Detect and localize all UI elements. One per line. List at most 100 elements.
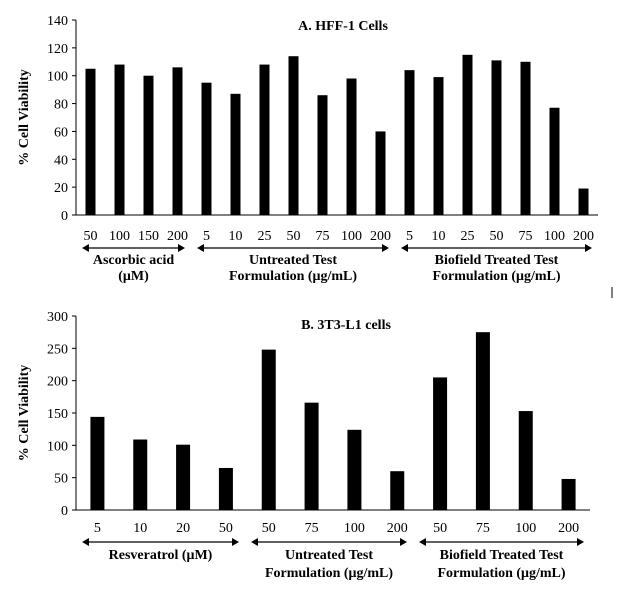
x-tick-label: 5 xyxy=(94,521,101,536)
arrowhead-right-icon xyxy=(178,244,185,252)
x-tick-label: 200 xyxy=(573,229,594,244)
bar xyxy=(85,68,96,215)
bar xyxy=(462,54,473,216)
arrowhead-left-icon xyxy=(401,244,408,252)
x-tick-label: 50 xyxy=(490,229,504,244)
x-tick-label: 75 xyxy=(305,521,319,536)
y-tick-label: 80 xyxy=(54,98,68,113)
bar xyxy=(346,78,357,215)
y-axis-label: % Cell Viability xyxy=(17,69,32,165)
arrowhead-right-icon xyxy=(382,244,389,252)
x-tick-label: 100 xyxy=(109,229,130,244)
x-tick-label: 10 xyxy=(229,229,243,244)
y-tick-label: 200 xyxy=(47,375,68,390)
bar xyxy=(347,429,362,510)
x-tick-label: 10 xyxy=(133,521,147,536)
group-label: Formulation (μg/mL) xyxy=(265,566,393,581)
arrowhead-right-icon xyxy=(400,538,407,546)
group-label: (μM) xyxy=(118,269,149,284)
y-axis-label: % Cell Viability xyxy=(17,365,32,461)
x-tick-label: 100 xyxy=(341,229,362,244)
bar xyxy=(433,77,444,215)
bar xyxy=(491,60,502,216)
group-label: Resveratrol (μM) xyxy=(109,548,213,563)
x-tick-label: 50 xyxy=(433,521,447,536)
arrowhead-right-icon xyxy=(232,538,239,546)
bar xyxy=(433,377,448,510)
bar xyxy=(518,411,533,510)
arrowhead-left-icon xyxy=(82,538,89,546)
group-label: Formulation (μg/mL) xyxy=(432,269,560,284)
y-tick-label: 100 xyxy=(47,70,68,85)
arrowhead-left-icon xyxy=(419,538,426,546)
arrowhead-left-icon xyxy=(251,538,258,546)
x-tick-label: 5 xyxy=(203,229,210,244)
group-label: Ascorbic acid xyxy=(93,253,174,268)
x-tick-label: 75 xyxy=(519,229,533,244)
bar xyxy=(133,439,148,510)
bar xyxy=(201,82,212,215)
bar xyxy=(404,70,415,216)
bar xyxy=(317,95,328,215)
group-label: Formulation (μg/mL) xyxy=(437,566,565,581)
bar xyxy=(304,402,319,510)
bar xyxy=(561,478,576,510)
y-tick-label: 140 xyxy=(47,14,68,29)
x-tick-label: 20 xyxy=(176,521,190,536)
arrowhead-right-icon xyxy=(585,244,592,252)
y-tick-label: 250 xyxy=(47,342,68,357)
bar xyxy=(578,188,589,215)
bar xyxy=(218,467,233,510)
x-tick-label: 100 xyxy=(344,521,365,536)
group-label: Biofield Treated Test xyxy=(440,548,564,563)
chart-b-3t3l1: 0 50 100 150 200 250 300 % Cell Viability B. 3T3… xyxy=(17,310,590,581)
y-tick-label: 50 xyxy=(54,472,68,487)
bar xyxy=(172,67,183,215)
y-tick-label: 20 xyxy=(54,181,68,196)
x-tick-label: 200 xyxy=(558,521,579,536)
x-tick-label: 200 xyxy=(370,229,391,244)
y-tick-label: 60 xyxy=(54,125,68,140)
x-tick-label: 50 xyxy=(262,521,276,536)
x-tick-label: 10 xyxy=(432,229,446,244)
y-tick-label: 0 xyxy=(61,504,68,519)
x-tick-label: 200 xyxy=(167,229,188,244)
group-label: Formulation (μg/mL) xyxy=(229,269,357,284)
bar xyxy=(90,416,105,510)
arrowhead-left-icon xyxy=(82,244,89,252)
y-tick-label: 120 xyxy=(47,42,68,57)
y-tick-label: 100 xyxy=(47,439,68,454)
x-tick-label: 25 xyxy=(258,229,272,244)
bar xyxy=(288,56,299,215)
y-tick-label: 40 xyxy=(54,153,68,168)
x-tick-label: 50 xyxy=(287,229,301,244)
arrowhead-right-icon xyxy=(577,538,584,546)
group-label: Untreated Test xyxy=(249,253,337,268)
bar xyxy=(261,349,276,510)
group-label: Untreated Test xyxy=(285,548,373,563)
bar xyxy=(259,64,270,215)
y-tick-label: 150 xyxy=(47,407,68,422)
arrowhead-left-icon xyxy=(197,244,204,252)
chart-title: A. HFF-1 Cells xyxy=(298,19,388,34)
x-tick-label: 150 xyxy=(138,229,159,244)
chart-title: B. 3T3-L1 cells xyxy=(301,318,391,333)
bar xyxy=(475,332,490,510)
x-tick-label: 75 xyxy=(316,229,330,244)
y-tick-label: 300 xyxy=(47,310,68,325)
x-tick-label: 75 xyxy=(476,521,490,536)
x-tick-label: 50 xyxy=(219,521,233,536)
bar xyxy=(143,75,154,215)
bar xyxy=(390,471,405,510)
bar xyxy=(375,131,386,215)
y-tick-label: 0 xyxy=(61,209,68,224)
x-tick-label: 50 xyxy=(84,229,98,244)
x-tick-label: 100 xyxy=(544,229,565,244)
bar xyxy=(549,107,560,215)
chart-a-hff1: 0 20 40 60 80 100 120 140 % Cell Viability A. HFF… xyxy=(17,14,598,284)
bar xyxy=(520,61,531,216)
x-tick-label: 25 xyxy=(461,229,475,244)
x-tick-label: 100 xyxy=(515,521,536,536)
x-tick-label: 5 xyxy=(406,229,413,244)
